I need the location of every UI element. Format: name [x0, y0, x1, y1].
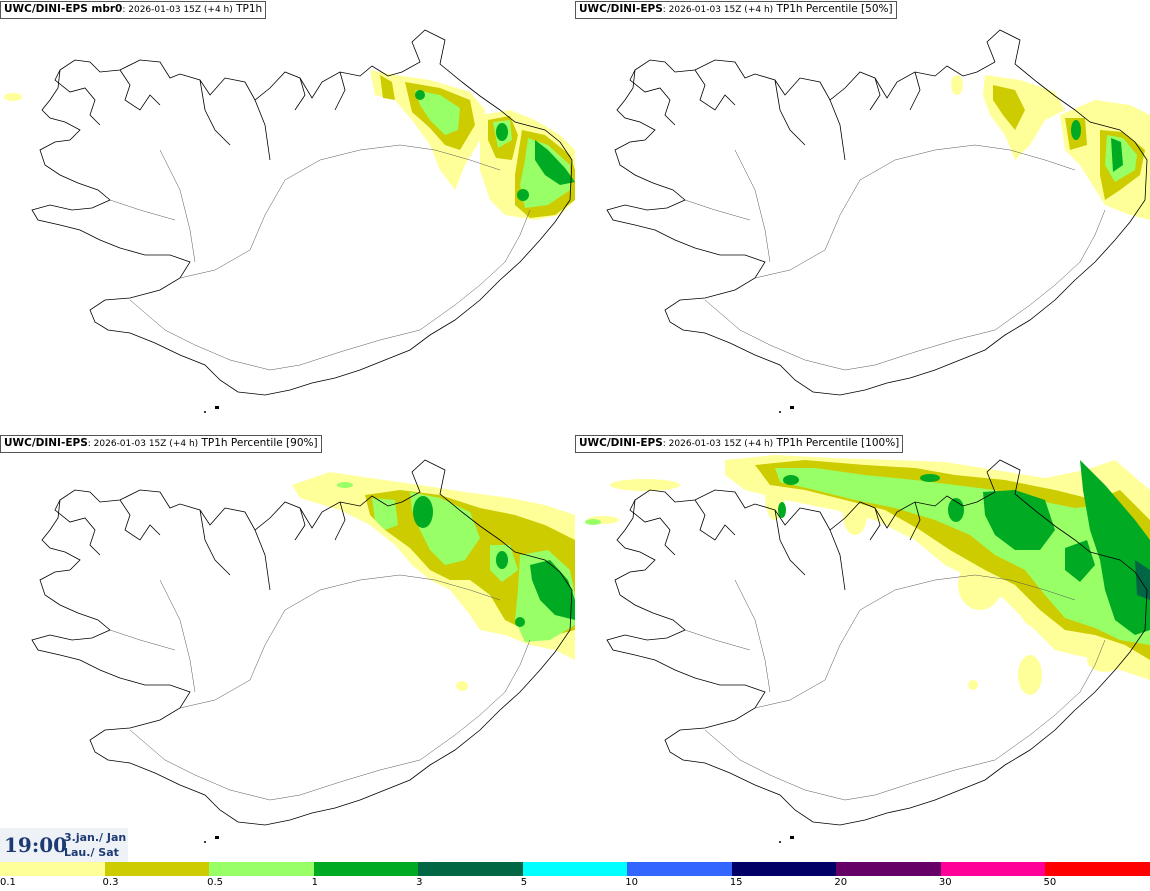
precip-map: [4, 29, 575, 413]
legend-swatch: [940, 862, 1046, 876]
legend-swatch: [627, 862, 732, 876]
legend-swatch: [418, 862, 523, 876]
map-panel-p90: UWC/DINI-EPS: 2026-01-03 15Z (+4 h) TP1h…: [0, 430, 575, 860]
legend-swatch: [104, 862, 210, 876]
legend-tick-label: 1: [311, 877, 318, 888]
coastline: [606, 459, 1148, 826]
precip-field: [4, 70, 575, 220]
islands: [779, 406, 794, 413]
legend-tick-labels: 0.1 0.3 0.5 1 3 5 10 15 20 30 50: [0, 877, 1150, 891]
legend-tick-label: 5: [520, 877, 528, 888]
precip-field: [951, 75, 1150, 220]
roads: [684, 144, 1106, 371]
map-panel-p50: UWC/DINI-EPS: 2026-01-03 15Z (+4 h) TP1h…: [575, 0, 1150, 430]
coastline: [606, 29, 1148, 396]
precip-map: [585, 455, 1150, 843]
map-panel-member0: UWC/DINI-EPS mbr0: 2026-01-03 15Z (+4 h)…: [0, 0, 575, 430]
legend-tick-label: 15: [729, 877, 743, 888]
legend-swatch: [731, 862, 837, 876]
coastline: [31, 29, 573, 396]
panel-title: UWC/DINI-EPS: 2026-01-03 15Z (+4 h) TP1h…: [575, 1, 897, 19]
legend-swatch: [522, 862, 628, 876]
color-legend: [0, 862, 1150, 876]
precip-map: [606, 29, 1150, 413]
valid-time-box: 19:00 3.jan./ Jan Lau./ Sat: [0, 828, 128, 862]
coastline: [31, 459, 573, 826]
legend-swatch: [209, 862, 314, 876]
legend-swatch: [1045, 862, 1150, 876]
legend-swatch: [313, 862, 419, 876]
map-panel-p100: UWC/DINI-EPS: 2026-01-03 15Z (+4 h) TP1h…: [575, 430, 1150, 860]
roads: [109, 574, 531, 801]
legend-tick-label: 0.1: [0, 877, 16, 888]
precip-field: [292, 472, 575, 691]
legend-tick-label: 0.5: [207, 877, 223, 888]
roads: [109, 144, 531, 371]
legend-tick-label: 10: [625, 877, 638, 888]
valid-date: 3.jan./ Jan: [64, 831, 127, 844]
legend-tick-label: 20: [834, 877, 848, 888]
legend-tick-label: 3: [416, 877, 423, 888]
legend-swatch: [836, 862, 941, 876]
valid-time: 19:00: [4, 833, 68, 857]
legend-tick-label: 30: [938, 877, 952, 888]
panel-title: UWC/DINI-EPS: 2026-01-03 15Z (+4 h) TP1h…: [0, 435, 322, 453]
panel-title: UWC/DINI-EPS mbr0: 2026-01-03 15Z (+4 h)…: [0, 1, 267, 19]
roads: [684, 574, 1106, 801]
panel-title: UWC/DINI-EPS: 2026-01-03 15Z (+4 h) TP1h…: [575, 435, 904, 453]
precip-map: [31, 459, 575, 843]
legend-tick-label: 50: [1043, 877, 1057, 888]
precip-field: [585, 455, 1150, 695]
islands: [779, 836, 794, 843]
legend-tick-label: 0.3: [102, 877, 119, 888]
islands: [204, 406, 219, 413]
legend-swatch: [0, 862, 105, 876]
islands: [204, 836, 219, 843]
valid-weekday: Lau./ Sat: [64, 846, 119, 859]
